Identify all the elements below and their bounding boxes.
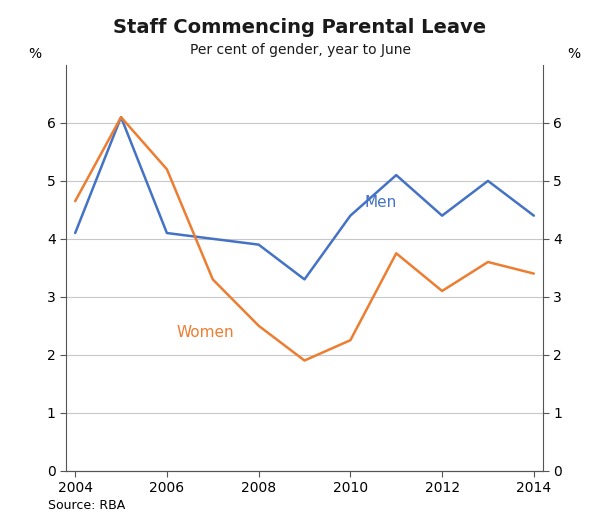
Text: %: % (28, 47, 41, 61)
Text: Source: RBA: Source: RBA (48, 499, 125, 512)
Text: Staff Commencing Parental Leave: Staff Commencing Parental Leave (113, 18, 487, 37)
Text: Per cent of gender, year to June: Per cent of gender, year to June (190, 43, 410, 57)
Text: Women: Women (176, 326, 234, 340)
Text: %: % (568, 47, 581, 61)
Text: Men: Men (364, 195, 397, 210)
